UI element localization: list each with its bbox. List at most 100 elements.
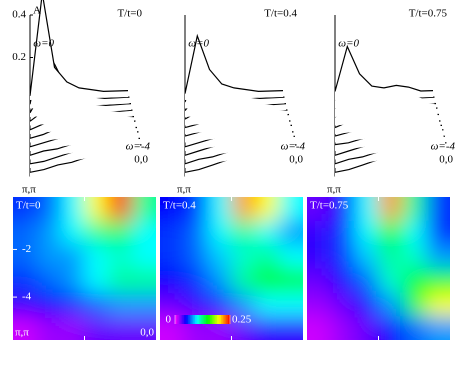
panel-label: T/t=0.75 [409,8,448,20]
heatmap-cell [132,197,156,222]
heatmap-cell [132,244,156,270]
heatmap-cell [13,316,38,340]
heatmap-cell [207,244,233,270]
waterfall-panel [334,15,447,177]
heatmap-cell [60,197,86,222]
heatmap-cell [183,292,209,318]
k-label: 0,0 [289,154,303,166]
colorbar-step [184,315,187,324]
heatmap-cell [108,268,134,294]
heatmap-cell [160,244,185,270]
panel-label: T/t=0 [117,8,142,20]
heatmap-cell [378,220,404,246]
heatmap-cell [402,197,428,222]
heatmap-cell [132,220,156,246]
colorbar-step [176,315,180,324]
heatmap-cell [279,292,303,318]
y-tick-label: 0.4 [12,9,26,21]
heatmap-cells [160,197,303,340]
heatmap-cell [426,268,450,294]
heatmap-panel [307,197,450,340]
omega-label: ω=0 [33,38,54,50]
heatmap-cell [231,197,257,222]
heatmap-cell [330,197,356,222]
heatmap-cell [60,244,86,270]
colorbar-label: 0.25 [232,314,252,326]
heatmap-cell [13,197,38,222]
heatmap-cell [84,244,110,270]
heatmap-cell [84,268,110,294]
colorbar-step [200,315,203,324]
heatmap-cell [279,244,303,270]
colorbar-step [182,315,185,324]
spectrum-curve [29,0,129,96]
heatmap-cell [160,292,185,318]
heatmap-cell [402,244,428,270]
heatmap-cell [255,316,281,340]
colorbar-step [180,315,183,324]
k-label: π,π [22,184,36,196]
heatmap-cell [255,197,281,222]
k-label: 0,0 [439,154,453,166]
heatmap-cell [255,292,281,318]
colorbar-step [213,315,216,324]
colorbar-step [222,315,225,324]
heatmap-cell [60,220,86,246]
heatmap-cell [354,244,380,270]
heatmap-cell [354,220,380,246]
spectrum-fill [335,46,433,100]
waterfall-panel: A [29,0,142,177]
heatmap-cell [108,244,134,270]
spectrum-curve [334,44,434,92]
heatmap-cell [354,268,380,294]
heatmap-cell [330,268,356,294]
spectrum-curve [184,33,284,94]
y-tick-label: 0.2 [12,51,26,63]
colorbar-step [191,315,194,324]
omega-label: ω=0 [188,38,209,50]
colorbar-step [228,315,231,324]
heatmap-cell [84,197,110,222]
heatmap-cell [378,268,404,294]
colorbar-step [211,315,214,324]
waterfall-panel [184,15,297,177]
colorbar-step [202,315,205,324]
heatmap-cell [330,220,356,246]
heatmap-cell [84,316,110,340]
colorbar-label: 0 [166,314,172,326]
panel-label: T/t=0.75 [310,200,349,212]
heatmap-cell [231,268,257,294]
spectrum-fill [30,121,136,143]
heatmap-cell [108,220,134,246]
y-tick-label: -4 [22,291,32,303]
k-label: 0,0 [134,154,148,166]
heatmap-cell [402,268,428,294]
heatmap-cell [36,244,62,270]
colorbar-step [193,315,196,324]
heatmap-cell [354,197,380,222]
x-label: π,π [15,327,29,339]
colorbar-step [220,315,224,324]
heatmap-cell [207,292,233,318]
heatmap-cells [307,197,450,340]
panel-label: T/t=0.4 [264,8,297,20]
heatmap-cell [402,316,428,340]
colorbar-step [219,315,222,324]
heatmap-cell [60,268,86,294]
colorbar-step [197,315,200,324]
heatmap-cell [84,220,110,246]
colorbar-step [195,315,198,324]
colorbar-step [198,315,202,324]
heatmap-cell [378,197,404,222]
heatmap-cell [330,316,356,340]
heatmap-cell [231,220,257,246]
heatmap-panel [160,197,303,340]
colorbar-step [175,315,178,324]
heatmap-cell [231,292,257,318]
heatmap-cell [231,244,257,270]
colorbar-step [206,315,209,324]
heatmap-cell [426,244,450,270]
heatmap-cell [13,244,38,270]
x-label: 0,0 [140,327,154,339]
colorbar-step [215,315,218,324]
